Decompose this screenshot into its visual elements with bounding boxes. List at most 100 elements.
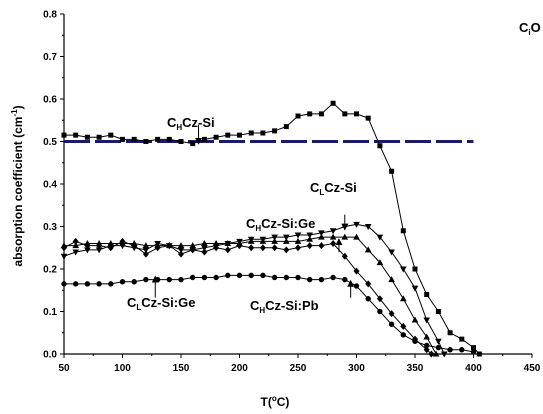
data-point	[119, 279, 126, 285]
data-point	[120, 136, 125, 142]
annotation-label: CHCz-Si	[167, 115, 215, 132]
data-point	[435, 338, 442, 345]
data-point	[330, 100, 336, 106]
data-point	[224, 246, 231, 254]
y-tick-label: 0.5	[43, 137, 57, 148]
data-point	[107, 244, 114, 252]
data-point	[166, 242, 173, 250]
data-point	[353, 221, 360, 228]
y-tick-label: 0.6	[43, 95, 57, 106]
y-tick-label: 0.4	[43, 180, 57, 191]
data-point	[376, 234, 384, 241]
data-point	[400, 228, 406, 234]
data-point	[84, 242, 91, 250]
annotation-label: CLCz-Si	[310, 180, 357, 197]
x-tick-label: 250	[290, 363, 307, 374]
data-point	[295, 113, 301, 119]
data-point	[283, 234, 290, 241]
x-tick-label: 350	[407, 363, 424, 374]
data-point	[248, 272, 254, 279]
data-point	[247, 237, 255, 244]
data-point	[459, 347, 465, 353]
annotation-a2: CLCz-Si	[310, 180, 357, 231]
data-point	[201, 274, 208, 281]
data-point	[412, 266, 418, 272]
data-point	[248, 130, 254, 136]
series-line	[63, 223, 445, 355]
data-point	[435, 344, 442, 351]
data-point	[329, 233, 337, 240]
data-point	[318, 111, 324, 117]
annotation-label: CHCz-Si:Ge	[246, 216, 315, 233]
annotation-layer: CHCz-Si CLCz-Si CHCz-Si:Ge CLCz-Si:Ge CHCz-S…	[127, 115, 357, 315]
data-point	[377, 308, 383, 315]
data-point	[178, 139, 184, 144]
data-point	[72, 242, 79, 249]
data-point	[447, 347, 453, 353]
series-line	[64, 236, 437, 355]
data-point	[388, 249, 395, 256]
data-point	[61, 281, 67, 287]
x-tick-label: 450	[524, 363, 541, 374]
data-point	[84, 134, 90, 140]
data-point	[423, 317, 430, 324]
data-point	[283, 237, 290, 244]
data-point	[190, 141, 196, 147]
y-tick-label: 0.7	[43, 52, 57, 63]
data-point	[236, 272, 243, 279]
data-point	[237, 132, 242, 138]
data-point	[376, 295, 383, 303]
data-point	[189, 242, 196, 249]
x-tick-label: 200	[231, 363, 248, 374]
x-tick-label: 50	[58, 363, 70, 374]
annotation-a1: CHCz-Si	[167, 115, 215, 145]
data-point	[72, 249, 79, 256]
data-point	[330, 240, 337, 247]
data-point	[400, 295, 407, 302]
data-point	[108, 132, 114, 138]
data-point	[294, 237, 302, 244]
data-point	[342, 276, 348, 283]
data-point	[424, 342, 430, 349]
data-point	[476, 351, 482, 357]
data-point	[248, 244, 255, 252]
data-point	[72, 237, 79, 245]
data-point	[353, 267, 360, 275]
data-point	[295, 244, 301, 252]
data-point	[260, 130, 266, 136]
data-point	[177, 247, 185, 254]
data-point	[376, 259, 384, 266]
data-point	[73, 281, 79, 287]
annotation-a3: CHCz-Si:Ge	[246, 216, 343, 253]
data-point	[307, 276, 313, 283]
data-point	[271, 244, 278, 252]
data-point	[95, 247, 103, 254]
data-point	[389, 168, 395, 174]
data-point	[400, 322, 407, 330]
data-point	[400, 266, 407, 273]
data-point	[154, 244, 161, 252]
data-point	[353, 283, 360, 289]
data-point	[236, 242, 243, 250]
data-point	[423, 346, 430, 354]
data-point	[364, 224, 372, 230]
data-point	[213, 244, 220, 252]
data-point	[377, 143, 383, 149]
data-point	[365, 115, 371, 121]
data-point	[318, 233, 325, 240]
y-tick-label: 0.8	[43, 10, 57, 21]
data-point	[400, 332, 406, 338]
data-point	[96, 281, 102, 287]
series-line	[64, 274, 474, 353]
annotation-a4: CLCz-Si:Ge	[127, 275, 195, 312]
data-point	[435, 309, 441, 314]
y-tick-label: 0.0	[43, 350, 57, 361]
data-point	[329, 228, 337, 235]
data-point	[143, 139, 149, 144]
data-point	[166, 136, 172, 142]
data-point	[318, 230, 325, 237]
series-circle	[61, 272, 477, 355]
data-point	[365, 280, 372, 288]
data-point	[365, 296, 371, 302]
